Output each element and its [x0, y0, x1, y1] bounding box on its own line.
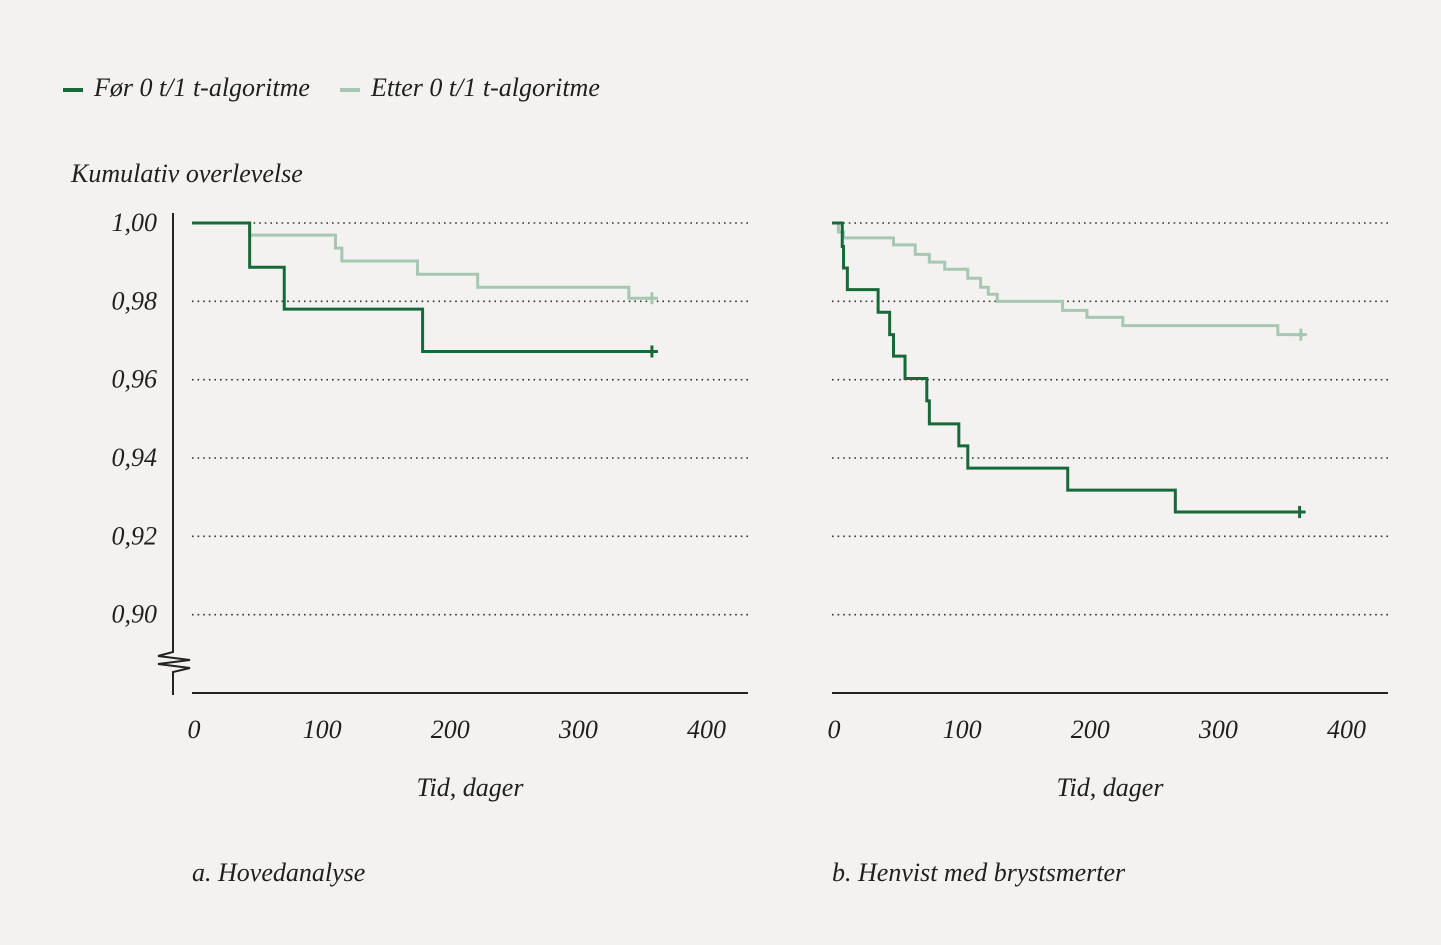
x-tick-label: 400 — [1327, 715, 1366, 744]
y-tick-label: 1,00 — [112, 208, 158, 237]
x-tick-label: 200 — [431, 715, 470, 744]
survival-line — [832, 221, 1301, 337]
x-axis-label: Tid, dager — [1057, 773, 1165, 802]
censor-mark — [645, 292, 658, 305]
survival-line — [192, 221, 652, 300]
y-axis-label: Kumulativ overlevelse — [70, 159, 303, 188]
y-tick-label: 0,92 — [112, 521, 158, 550]
x-tick-label: 400 — [687, 715, 726, 744]
censor-mark — [1294, 328, 1307, 341]
x-tick-label: 0 — [828, 715, 841, 744]
x-axis-label: Tid, dager — [417, 773, 525, 802]
x-tick-label: 300 — [558, 715, 598, 744]
survival-line — [832, 221, 1300, 514]
legend-label: Før 0 t/1 t-algoritme — [93, 73, 310, 102]
y-tick-label: 0,98 — [112, 286, 158, 315]
y-tick-label: 0,90 — [112, 600, 158, 629]
x-tick-label: 100 — [943, 715, 982, 744]
censor-mark — [1293, 506, 1306, 519]
x-tick-label: 200 — [1071, 715, 1110, 744]
x-tick-label: 100 — [303, 715, 342, 744]
x-tick-label: 0 — [188, 715, 201, 744]
y-axis-break — [157, 213, 191, 695]
censor-mark — [645, 345, 658, 358]
legend-label: Etter 0 t/1 t-algoritme — [370, 73, 600, 102]
caption: b. Henvist med brystsmerter — [832, 858, 1126, 887]
survival-line — [192, 221, 652, 353]
x-tick-label: 300 — [1198, 715, 1238, 744]
y-tick-label: 0,94 — [112, 443, 158, 472]
y-tick-label: 0,96 — [112, 365, 158, 394]
caption: a. Hovedanalyse — [192, 858, 365, 887]
